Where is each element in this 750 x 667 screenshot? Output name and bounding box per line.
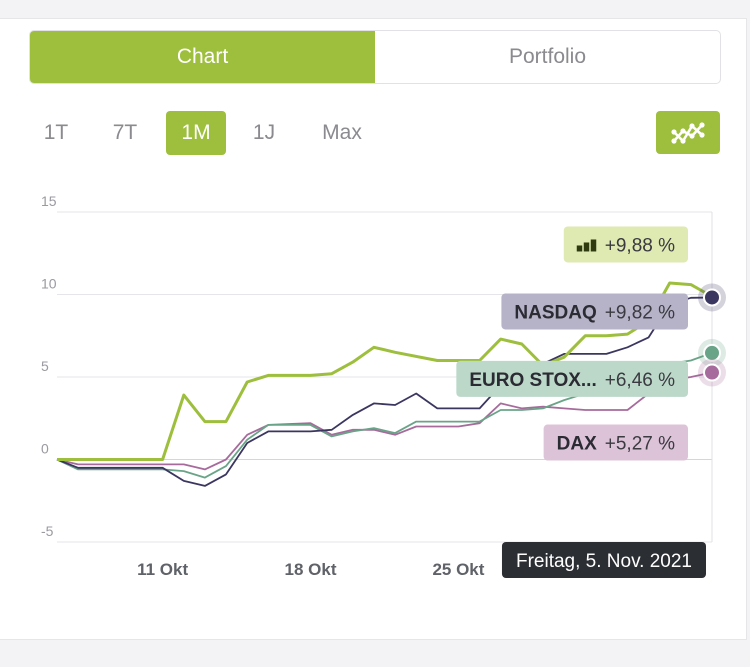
series-name: NASDAQ xyxy=(514,302,596,323)
series-name: EURO STOX... xyxy=(469,370,596,391)
series-change: +6,46 % xyxy=(605,370,675,391)
series-line xyxy=(56,371,713,471)
series-change: +5,27 % xyxy=(605,434,675,455)
series-name: DAX xyxy=(557,434,597,455)
series-line xyxy=(57,281,713,461)
date-tooltip: Freitag, 5. Nov. 2021 xyxy=(501,542,706,578)
series-line xyxy=(56,296,713,487)
series-badge: DAX +5,27 % xyxy=(543,424,688,461)
series-end-point xyxy=(703,343,721,362)
x-tick-label: 18 Okt xyxy=(285,560,337,579)
y-tick-label: 5 xyxy=(41,358,49,374)
tab-portfolio[interactable]: Portfolio xyxy=(508,45,587,68)
badge-bg xyxy=(456,360,688,397)
y-tick-label: 10 xyxy=(41,276,57,292)
tooltip-text: Freitag, 5. Nov. 2021 xyxy=(516,551,692,572)
period-1t[interactable]: 1T xyxy=(43,121,69,144)
badge-bg xyxy=(543,424,688,461)
period-1m[interactable]: 1M xyxy=(166,111,226,155)
period-7t[interactable]: 7T xyxy=(112,121,138,144)
view-switch: Chart Portfolio xyxy=(29,30,721,84)
tab-chart[interactable]: Chart xyxy=(30,31,375,83)
badge-bg xyxy=(501,293,688,330)
series-change: +9,82 % xyxy=(605,302,675,323)
graph-toggle-button[interactable] xyxy=(656,111,720,154)
y-tick-label: -5 xyxy=(41,523,54,539)
series-badge: EURO STOX... +6,46 % xyxy=(456,360,688,397)
bar-chart-icon-bar xyxy=(583,242,590,252)
period-1j[interactable]: 1J xyxy=(252,121,276,144)
y-tick-label: 0 xyxy=(41,441,49,457)
badge-bg xyxy=(563,226,688,263)
bar-chart-icon-bar xyxy=(590,239,597,252)
tooltip-bg xyxy=(501,542,706,578)
bar-chart-icon xyxy=(576,239,597,252)
x-tick-label: 11 Okt xyxy=(137,560,188,579)
bar-chart-icon-bar xyxy=(576,245,583,252)
series-end-point xyxy=(703,363,721,382)
y-tick-label: 15 xyxy=(41,193,57,209)
series-badge: NASDAQ +9,82 % xyxy=(501,293,688,330)
series-badge: +9,88 % xyxy=(563,226,688,263)
series-end-point xyxy=(703,288,721,307)
x-tick-label: 25 Okt xyxy=(432,560,484,579)
period-max[interactable]: Max xyxy=(322,121,362,144)
line-chart-icon xyxy=(671,121,705,144)
period-selector: 1T 7T 1M 1J Max xyxy=(28,111,382,155)
series-change: +9,88 % xyxy=(605,235,675,256)
